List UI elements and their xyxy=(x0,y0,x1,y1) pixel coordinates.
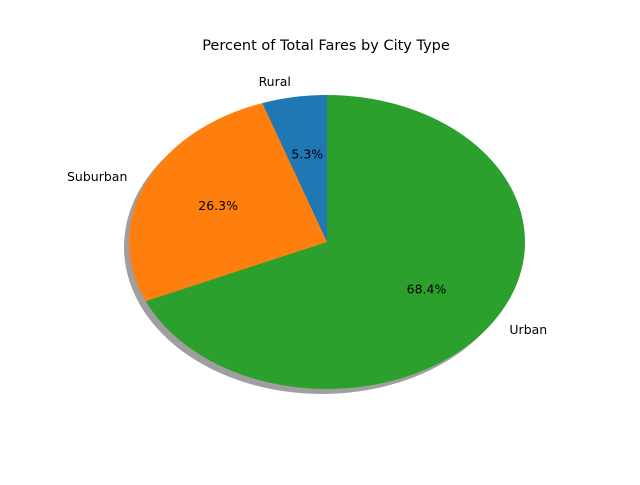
pie-label-urban: Urban xyxy=(509,322,547,337)
pie-slice-suburban xyxy=(129,103,327,302)
pie-label-rural: Rural xyxy=(259,74,291,89)
pie-pct-label-rural: 5.3% xyxy=(291,147,323,162)
pie-slice-rural xyxy=(262,95,327,242)
pie-pct-label-urban: 68.4% xyxy=(407,282,447,297)
chart-title: Percent of Total Fares by City Type xyxy=(202,38,450,54)
pie-labels: Rural 5.3% Suburban 26.3% Urban 68.4% xyxy=(67,74,547,337)
pie-pct-label-suburban: 26.3% xyxy=(198,198,238,213)
pie-label-suburban: Suburban xyxy=(67,169,127,184)
pie-slice-urban xyxy=(145,95,526,389)
pie-slices xyxy=(129,95,526,389)
